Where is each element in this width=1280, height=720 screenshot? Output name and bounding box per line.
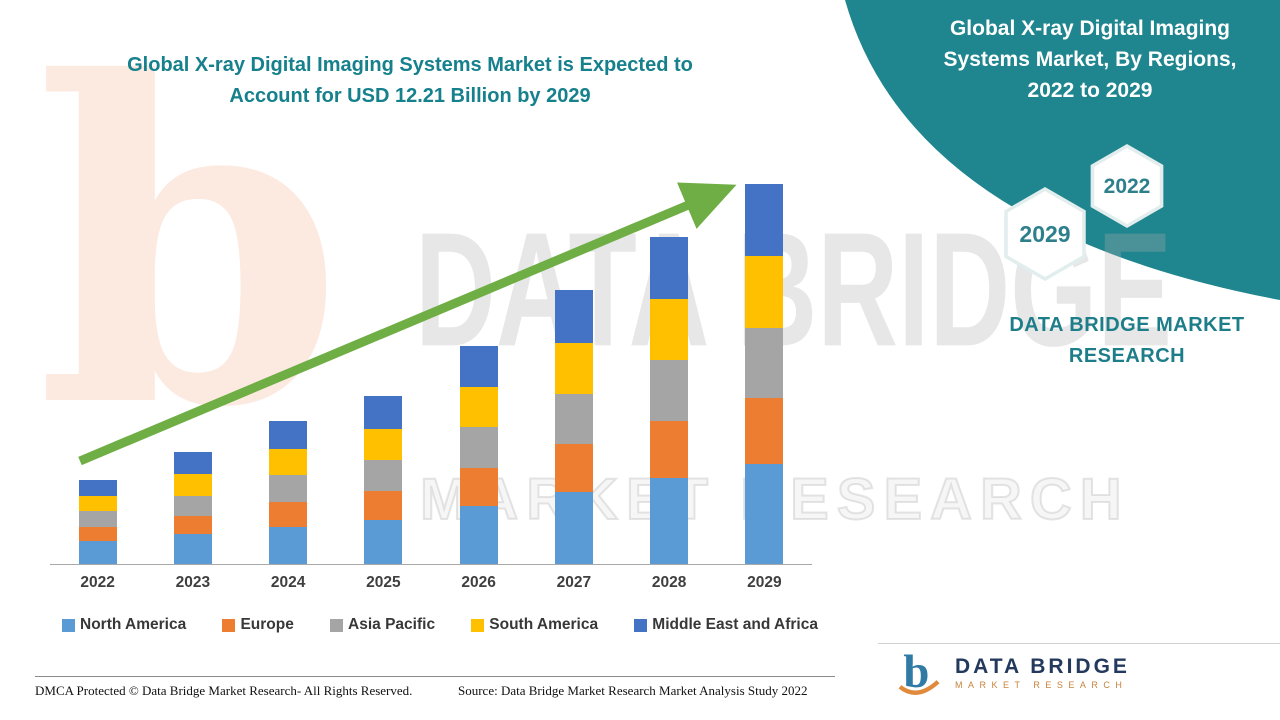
x-axis-label-2027: 2027 — [556, 574, 592, 591]
stacked-bar-chart — [50, 168, 812, 565]
company-logo: b DATA BRIDGE MARKET RESEARCH — [893, 647, 1130, 699]
bar-column-2029 — [745, 184, 784, 564]
bar-segment-north-america — [459, 506, 498, 564]
bar-segment-north-america — [173, 534, 212, 564]
bar-column-2025 — [364, 395, 403, 564]
bar-segment-middle-east-and-africa — [364, 395, 403, 429]
bar-column-2024 — [269, 420, 308, 564]
dmca-notice: DMCA Protected © Data Bridge Market Rese… — [35, 683, 413, 698]
bar-segment-north-america — [650, 478, 689, 564]
bar-segment-south-america — [554, 343, 593, 395]
bar-segment-middle-east-and-africa — [554, 290, 593, 344]
bar-segment-europe — [78, 526, 117, 541]
bar-segment-europe — [364, 490, 403, 521]
bar-segment-asia-pacific — [554, 394, 593, 445]
x-axis-label-2026: 2026 — [461, 574, 496, 591]
x-axis-label-2024: 2024 — [270, 574, 306, 591]
bar-segment-asia-pacific — [650, 360, 689, 421]
bar-segment-europe — [269, 501, 308, 527]
teal-curve-shape — [845, 0, 1280, 300]
logo-subtitle: MARKET RESEARCH — [955, 680, 1128, 691]
chart-legend: North America Europe Asia Pacific South Ame… — [62, 616, 818, 634]
logo-text-block: DATA BRIDGE MARKET RESEARCH — [955, 654, 1130, 691]
bar-column-2022 — [78, 479, 117, 564]
right-panel-headline: Global X-ray Digital Imaging Systems Mar… — [943, 17, 1237, 102]
bar-column-2026 — [459, 346, 498, 564]
legend-label: Middle East and Africa — [652, 616, 818, 633]
footer-divider-right — [878, 643, 1280, 644]
x-axis-label-2028: 2028 — [651, 574, 687, 591]
bar-segment-asia-pacific — [173, 495, 212, 516]
bar-column-2027 — [554, 290, 593, 564]
bar-column-2023 — [173, 451, 212, 564]
legend-label: Europe — [240, 616, 294, 633]
legend-item-south-america: South America — [471, 616, 598, 634]
bar-segment-middle-east-and-africa — [459, 346, 498, 387]
bar-segment-europe — [650, 420, 689, 479]
bar-segment-south-america — [173, 473, 212, 496]
bar-segment-south-america — [78, 495, 117, 512]
legend-swatch — [471, 618, 485, 632]
bar-segment-middle-east-and-africa — [650, 237, 689, 300]
bar-segment-middle-east-and-africa — [173, 451, 212, 474]
bar-segment-europe — [459, 467, 498, 507]
bar-segment-middle-east-and-africa — [78, 479, 117, 496]
bar-segment-south-america — [269, 448, 308, 476]
logo-name: DATA BRIDGE — [955, 654, 1130, 678]
logo-swoosh-icon — [898, 680, 940, 695]
x-axis-label-2023: 2023 — [175, 574, 211, 591]
hexagon-2022-label: 2022 — [1104, 175, 1151, 198]
x-axis-label-2029: 2029 — [747, 574, 782, 591]
brand-name-text: DATA BRIDGE MARKET RESEARCH — [1009, 314, 1245, 367]
hexagon-2029 — [1004, 186, 1086, 282]
legend-label: North America — [80, 616, 187, 633]
bar-segment-north-america — [745, 464, 784, 564]
x-axis-label-2025: 2025 — [366, 574, 401, 591]
legend-label: South America — [489, 616, 599, 633]
bar-segment-asia-pacific — [459, 427, 498, 468]
bar-segment-north-america — [269, 526, 308, 564]
hexagon-2029-label: 2029 — [1019, 221, 1070, 247]
bar-segment-north-america — [554, 492, 593, 564]
bar-segment-north-america — [78, 540, 117, 564]
bar-segment-middle-east-and-africa — [269, 420, 308, 449]
bar-column-2028 — [650, 237, 689, 564]
legend-item-north-america: North America — [62, 616, 186, 634]
legend-swatch — [222, 618, 236, 632]
legend-swatch — [330, 618, 344, 632]
bar-segment-europe — [554, 444, 593, 493]
legend-swatch — [634, 618, 648, 632]
legend-label: Asia Pacific — [348, 616, 436, 633]
legend-item-middle-east-and-africa: Middle East and Africa — [634, 616, 818, 634]
chart-title-line1: Global X-ray Digital Imaging Systems Mar… — [127, 54, 693, 76]
x-axis-labels: 2022 2023 2024 2025 2026 2027 2028 2029 — [50, 574, 812, 592]
bar-segment-south-america — [745, 255, 784, 328]
bar-segment-asia-pacific — [78, 511, 117, 527]
hexagon-2022 — [1090, 143, 1164, 229]
bar-segment-north-america — [364, 520, 403, 564]
footer-divider-left — [35, 676, 835, 677]
x-axis-label-2022: 2022 — [80, 574, 115, 591]
legend-item-asia-pacific: Asia Pacific — [330, 616, 435, 634]
legend-swatch — [62, 618, 75, 632]
teal-curve-panel — [845, 0, 1280, 300]
bar-segment-south-america — [364, 428, 403, 460]
bar-segment-south-america — [650, 299, 689, 361]
legend-item-europe: Europe — [222, 616, 294, 634]
bar-segment-europe — [745, 397, 784, 465]
bar-segment-asia-pacific — [269, 475, 308, 502]
bar-segment-asia-pacific — [364, 459, 403, 491]
year-hexagons: 2029 2022 — [1004, 143, 1164, 282]
logo-b-icon: b — [898, 647, 940, 698]
bar-segment-middle-east-and-africa — [745, 184, 784, 256]
chart-title: Global X-ray Digital Imaging Systems Mar… — [70, 50, 750, 112]
chart-title-line2: Account for USD 12.21 Billion by 2029 — [229, 85, 591, 107]
source-note: Source: Data Bridge Market Research Mark… — [458, 683, 808, 698]
bar-segment-asia-pacific — [745, 327, 784, 398]
bar-segment-south-america — [459, 386, 498, 428]
bar-segment-europe — [173, 515, 212, 535]
